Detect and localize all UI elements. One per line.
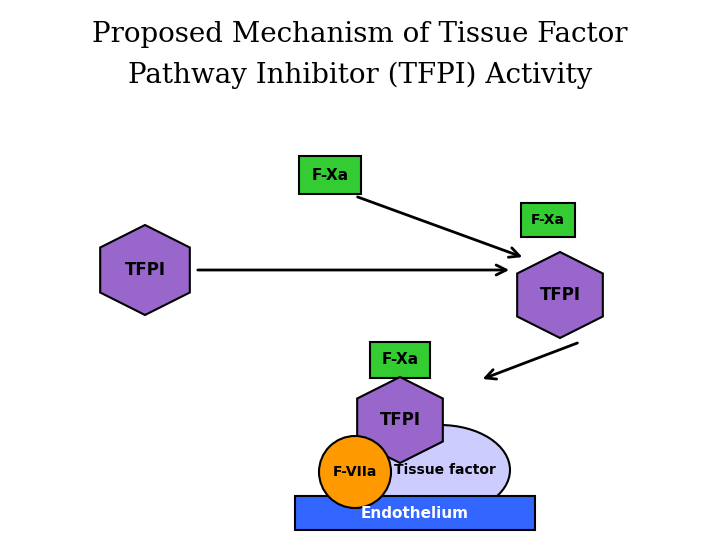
Text: Endothelium: Endothelium (361, 505, 469, 521)
Text: F-Xa: F-Xa (312, 167, 348, 183)
Ellipse shape (370, 425, 510, 515)
Text: Pathway Inhibitor (TFPI) Activity: Pathway Inhibitor (TFPI) Activity (128, 62, 592, 89)
Text: F-Xa: F-Xa (382, 353, 418, 368)
Text: F-VIIa: F-VIIa (333, 465, 377, 479)
Text: F-Xa: F-Xa (531, 213, 565, 227)
Text: TFPI: TFPI (125, 261, 166, 279)
Text: TFPI: TFPI (539, 286, 580, 304)
Polygon shape (357, 377, 443, 463)
Circle shape (319, 436, 391, 508)
Bar (370, 342, 430, 378)
Bar (521, 203, 575, 237)
Polygon shape (100, 225, 190, 315)
Polygon shape (517, 252, 603, 338)
Text: TFPI: TFPI (379, 411, 420, 429)
Bar (295, 496, 535, 530)
Text: Tissue factor: Tissue factor (394, 463, 496, 477)
Bar (299, 156, 361, 194)
Text: Proposed Mechanism of Tissue Factor: Proposed Mechanism of Tissue Factor (92, 22, 628, 49)
